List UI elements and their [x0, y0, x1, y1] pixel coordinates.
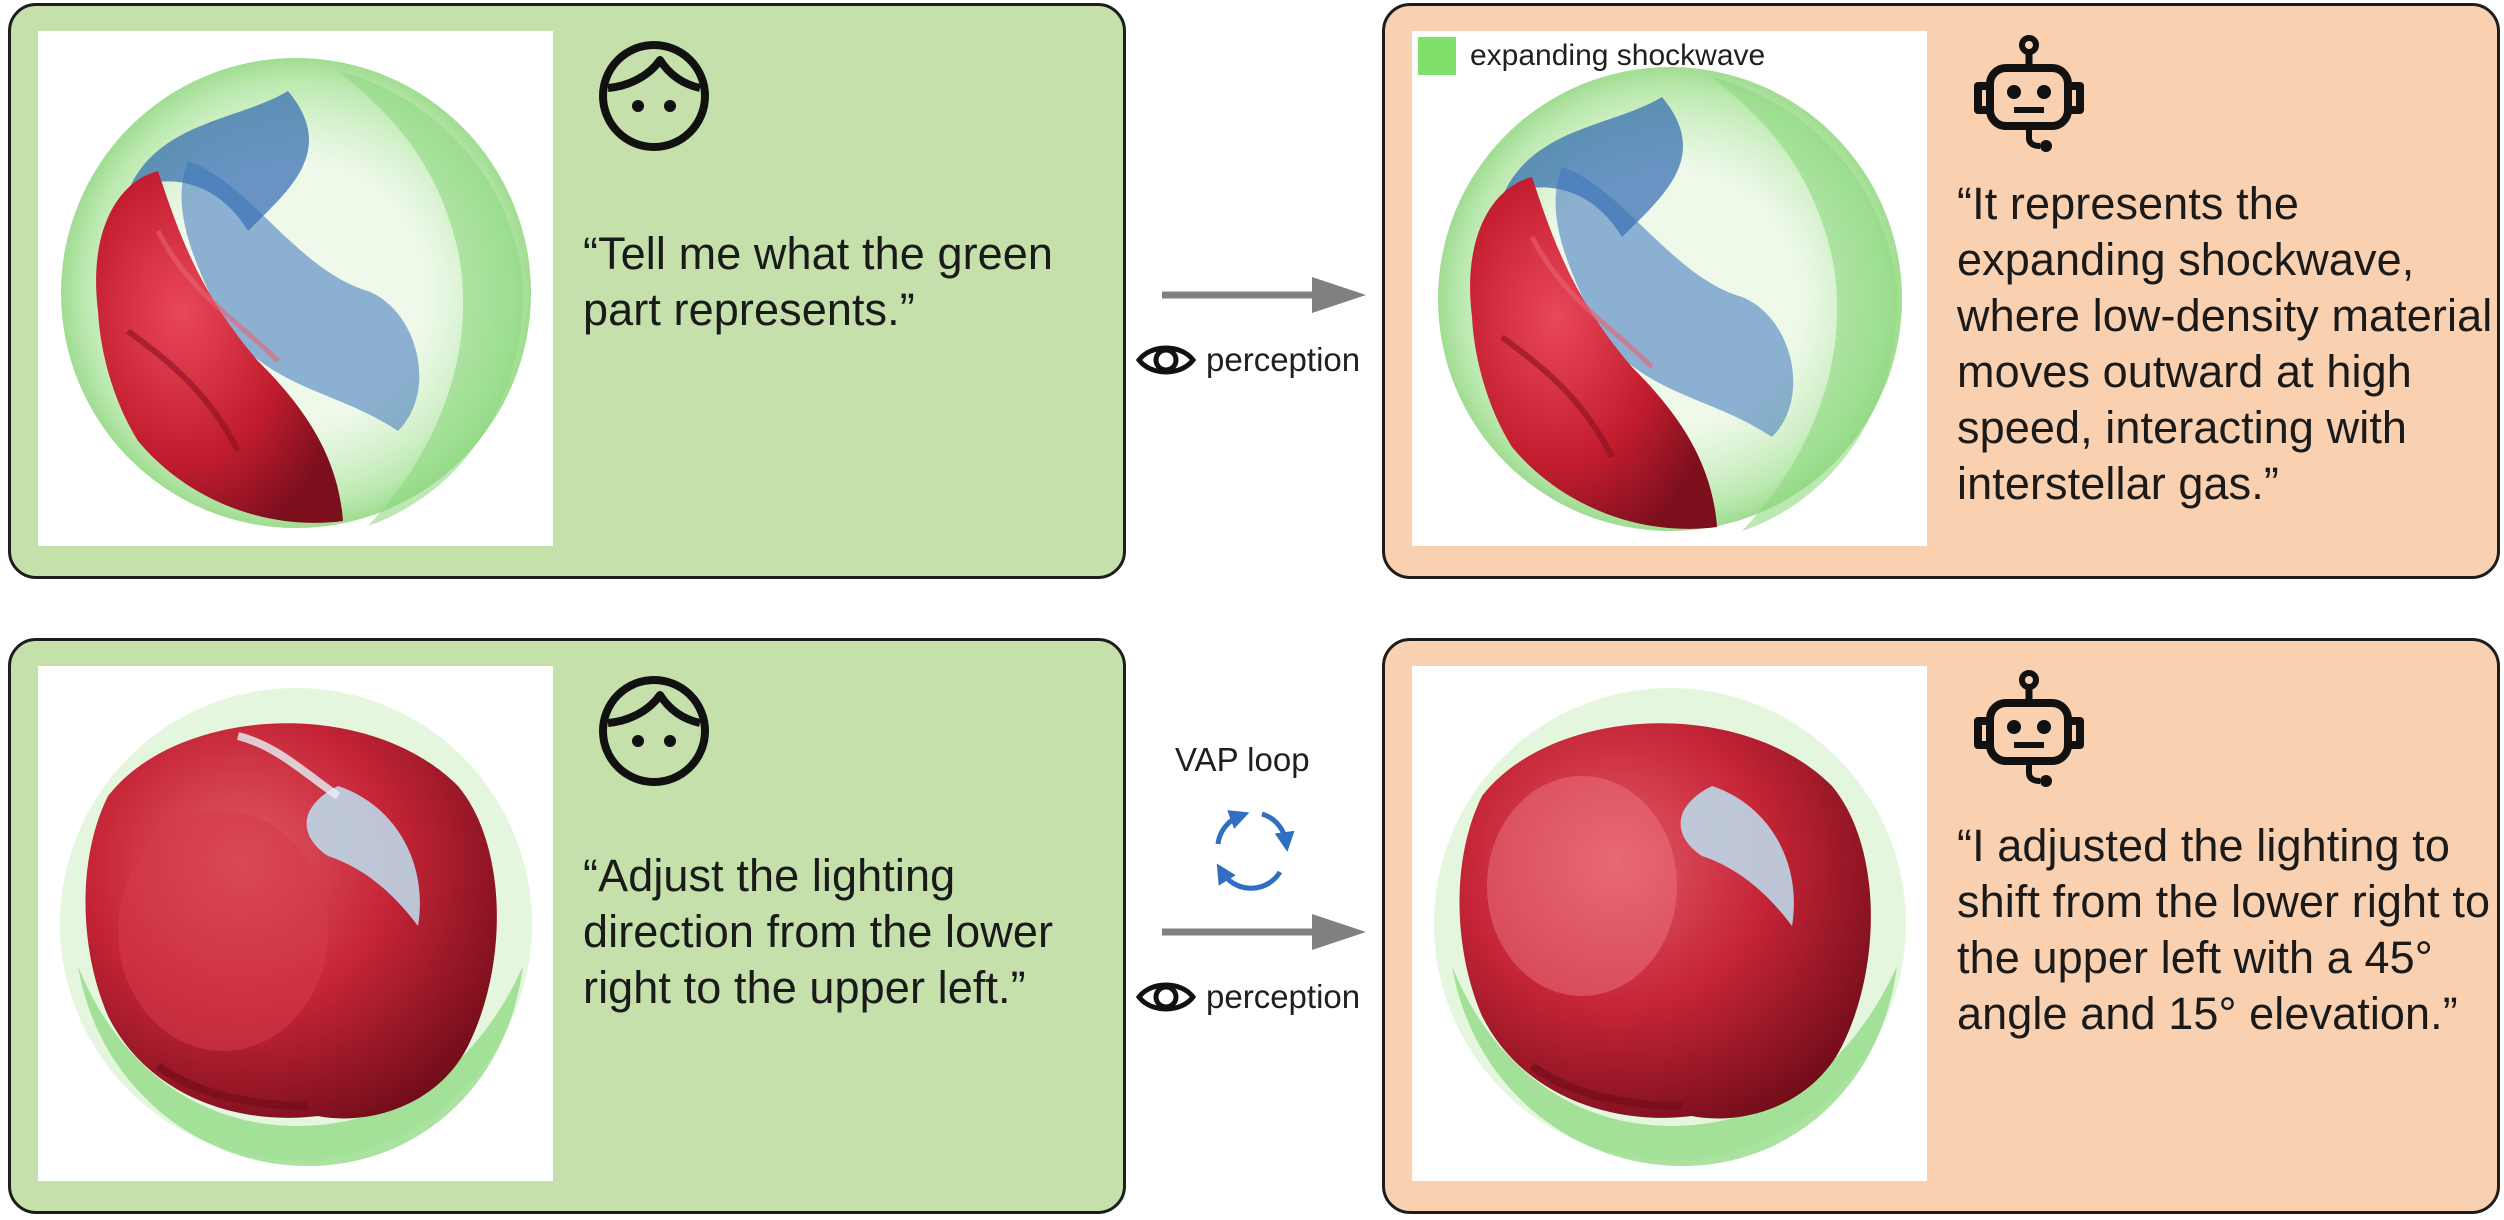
cycle-arrows-icon	[1200, 800, 1300, 905]
user-request-panel-bottom: “Adjust the lighting direction from the …	[8, 638, 1126, 1214]
perception-label-top: perception	[1136, 340, 1360, 380]
perception-label-bottom: perception	[1136, 977, 1360, 1017]
legend-label: expanding shockwave	[1470, 39, 1766, 72]
flow-arrow-bottom	[1162, 912, 1366, 952]
user-quote: “Adjust the lighting direction from the …	[583, 850, 1054, 1013]
vap-loop-label: VAP loop	[1175, 741, 1310, 778]
legend-swatch	[1418, 37, 1456, 75]
lighting-volume-render	[38, 666, 553, 1181]
agent-response-panel-bottom: “I adjusted the lighting to shift from t…	[1382, 638, 2500, 1214]
user-face-icon	[594, 671, 714, 791]
perception-text: perception	[1206, 341, 1361, 378]
agent-response-panel-top: expanding shockwave “It represents the e…	[1382, 3, 2500, 579]
agent-quote: “I adjusted the lighting to shift from t…	[1957, 820, 2491, 1039]
shockwave-volume-render	[38, 31, 553, 546]
flow-arrow-top	[1162, 275, 1366, 315]
eye-icon	[1136, 982, 1196, 1012]
robot-icon	[1968, 34, 2090, 156]
user-face-icon	[594, 36, 714, 156]
perception-text: perception	[1206, 978, 1361, 1015]
robot-icon	[1968, 669, 2090, 791]
agent-quote: “It represents the expanding shockwave, …	[1957, 178, 2493, 509]
shockwave-legend: expanding shockwave	[1418, 37, 1765, 75]
user-quote: “Tell me what the green part represents.…	[583, 228, 1054, 335]
shockwave-volume-render: expanding shockwave	[1412, 31, 1927, 546]
user-request-panel-top: “Tell me what the green part represents.…	[8, 3, 1126, 579]
eye-icon	[1136, 345, 1196, 375]
lighting-volume-render	[1412, 666, 1927, 1181]
